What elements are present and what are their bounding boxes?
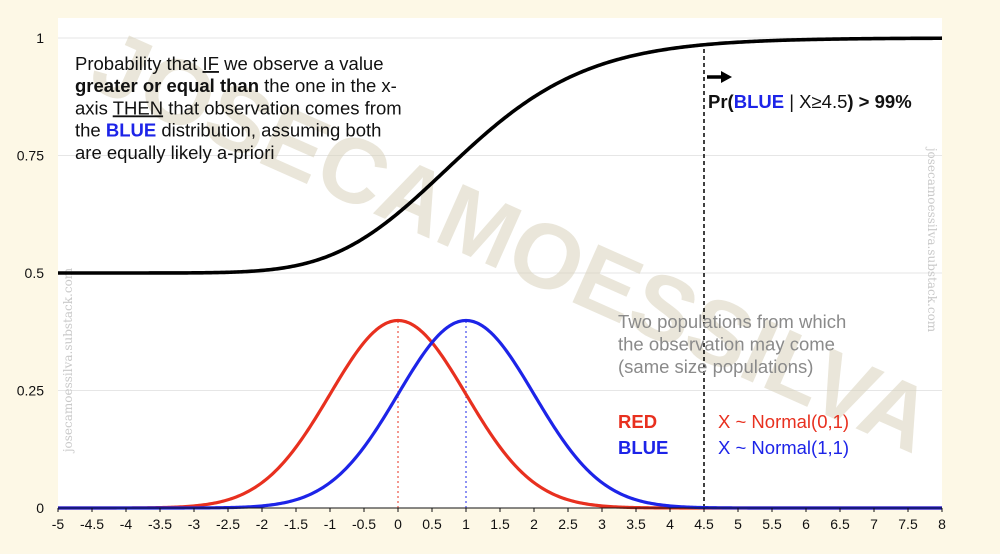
annotation-span: Probability that — [75, 53, 203, 74]
x-tick-label-10: 0 — [394, 516, 402, 532]
side-watermark-right: josecamoessilva.substack.com — [925, 146, 939, 333]
annotation-span: ) > 99% — [847, 91, 911, 112]
x-tick-label-18: 4 — [666, 516, 674, 532]
annotation-span: the — [75, 120, 106, 141]
x-tick-label-13: 1.5 — [490, 516, 510, 532]
populations-line-2: (same size populations) — [618, 356, 813, 377]
legend-desc-red: X ~ Normal(0,1) — [718, 411, 849, 432]
populations-line-0: Two populations from which — [618, 311, 846, 332]
x-tick-label-12: 1 — [462, 516, 470, 532]
legend-label-blue: BLUE — [618, 437, 668, 458]
x-tick-label-22: 6 — [802, 516, 810, 532]
legend-desc-blue: X ~ Normal(1,1) — [718, 437, 849, 458]
x-tick-label-0: -5 — [52, 516, 65, 532]
y-tick-label-4: 1 — [36, 30, 44, 46]
annotation-span: BLUE — [734, 91, 784, 112]
annotation-span: that observation comes from — [163, 97, 402, 118]
populations-line-1: the observation may come — [618, 334, 835, 355]
main-annotation: Probability that IF we observe a value gr… — [75, 53, 402, 163]
x-tick-label-3: -3.5 — [148, 516, 172, 532]
x-tick-label-20: 5 — [734, 516, 742, 532]
x-tick-label-1: -4.5 — [80, 516, 104, 532]
annotation-span: Pr( — [708, 91, 735, 112]
x-tick-label-9: -0.5 — [352, 516, 376, 532]
y-tick-label-2: 0.5 — [25, 265, 45, 281]
x-tick-label-2: -4 — [120, 516, 133, 532]
x-tick-label-25: 7.5 — [898, 516, 918, 532]
x-tick-label-6: -2 — [256, 516, 269, 532]
x-tick-label-14: 2 — [530, 516, 538, 532]
annotation-span: IF — [203, 53, 219, 74]
annotation-span: greater or equal than — [75, 75, 259, 96]
legend: RED X ~ Normal(0,1) BLUE X ~ Normal(1,1) — [618, 411, 849, 458]
legend-label-red: RED — [618, 411, 657, 432]
plot-area — [58, 18, 942, 508]
x-tick-label-7: -1.5 — [284, 516, 308, 532]
x-tick-label-23: 6.5 — [830, 516, 850, 532]
annotation-span: axis — [75, 97, 113, 118]
x-tick-label-17: 3.5 — [626, 516, 646, 532]
x-tick-label-21: 5.5 — [762, 516, 782, 532]
x-tick-label-15: 2.5 — [558, 516, 578, 532]
side-watermark-left: josecamoessilva.substack.com — [61, 267, 75, 454]
x-tick-label-24: 7 — [870, 516, 878, 532]
annotation-span: THEN — [113, 97, 163, 118]
x-tick-label-19: 4.5 — [694, 516, 714, 532]
y-tick-label-1: 0.25 — [17, 383, 44, 399]
x-tick-label-16: 3 — [598, 516, 606, 532]
right-arrow-icon — [707, 71, 732, 83]
populations-note: Two populations from which the observatio… — [618, 311, 846, 377]
posterior-label: Pr(BLUE | X≥4.5) > 99% — [708, 91, 912, 112]
annotation-span: BLUE — [106, 120, 156, 141]
annotation-span: are equally likely a-priori — [75, 142, 274, 163]
annotation-span: distribution, assuming both — [156, 120, 381, 141]
annotation-span: the one in the x- — [259, 75, 397, 96]
annotation-span: we observe a value — [219, 53, 384, 74]
y-tick-label-3: 0.75 — [17, 148, 44, 164]
x-tick-label-5: -2.5 — [216, 516, 240, 532]
axes: -5 -4.5 -4 -3.5 -3 -2.5 -2 -1.5 -1 -0.5 0 0.5 1 1.5 2 2… — [17, 30, 946, 532]
annotation-span: | X≥4.5 — [784, 91, 847, 112]
annotations: Probability that IF we observe a value gr… — [75, 53, 912, 458]
x-tick-label-11: 0.5 — [422, 516, 442, 532]
x-tick-label-4: -3 — [188, 516, 201, 532]
reference-lines — [397, 44, 705, 508]
series-line-pr-blue-x-x — [57, 36, 943, 275]
x-tick-label-8: -1 — [324, 516, 337, 532]
y-tick-label-0: 0 — [36, 500, 44, 516]
x-tick-label-26: 8 — [938, 516, 946, 532]
